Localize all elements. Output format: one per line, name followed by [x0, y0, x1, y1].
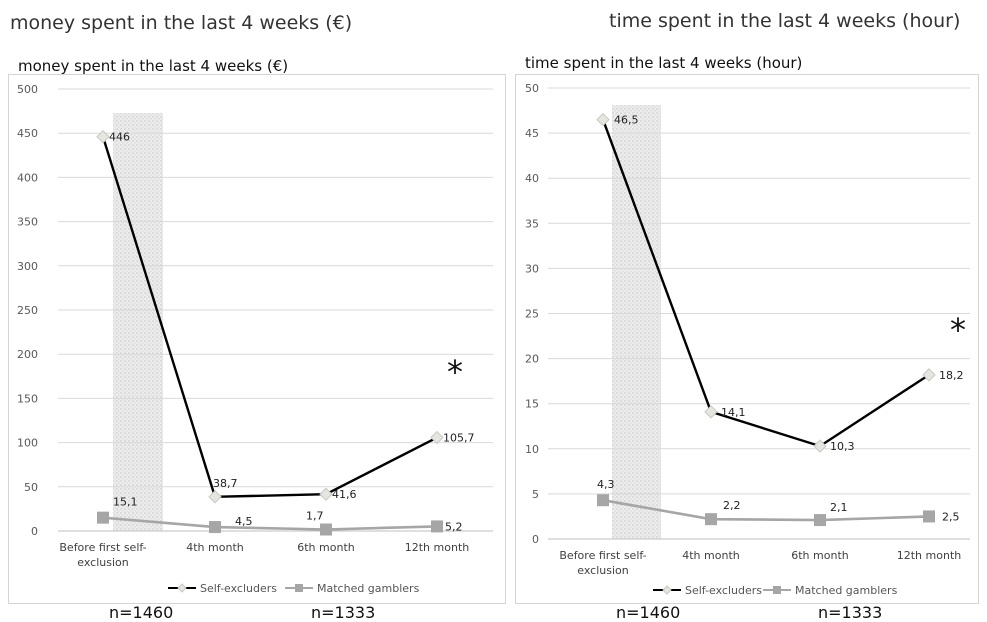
self-excluders-line — [101, 136, 438, 499]
sample-size-label: n=1460 — [616, 603, 681, 622]
matched-gamblers-point — [923, 510, 935, 523]
sample-size-label: n=1333 — [311, 603, 376, 622]
y-tick-label: 100 — [17, 437, 38, 450]
y-tick-label: 0 — [31, 525, 38, 538]
y-tick-label: 200 — [17, 348, 38, 361]
shaded-band — [113, 113, 163, 531]
time-chart-frame — [515, 74, 979, 604]
y-tick-label: 400 — [17, 171, 38, 184]
x-category-label: 12th month — [405, 541, 470, 554]
self-excluders-point — [596, 112, 610, 127]
self-excluders-point — [96, 130, 110, 144]
matched-gamblers-point — [814, 514, 826, 527]
self-excluders-data-label: 105,7 — [443, 432, 475, 445]
legend-diamond-marker — [662, 585, 672, 595]
x-category-label: 4th month — [186, 541, 244, 554]
y-tick-label: 40 — [525, 172, 539, 185]
money-chart-title: money spent in the last 4 weeks (€) — [18, 57, 289, 75]
y-tick-label: 250 — [17, 304, 38, 317]
matched-gamblers-data-label: 5,2 — [445, 520, 463, 533]
y-tick-label: 350 — [17, 216, 38, 229]
y-tick-label: 50 — [525, 82, 539, 95]
matched-gamblers-point — [431, 520, 443, 533]
y-tick-label: 50 — [24, 481, 38, 494]
right-figure-heading: time spent in the last 4 weeks (hour) — [609, 10, 961, 32]
shaded-band — [612, 105, 661, 539]
x-category-label: 6th month — [791, 549, 849, 562]
self-excluders-line — [601, 119, 930, 448]
self-excluders-point — [208, 490, 222, 504]
y-tick-label: 0 — [532, 533, 539, 546]
x-category-label: Before first self-exclusion — [559, 549, 646, 577]
y-tick-label: 30 — [525, 262, 539, 275]
x-category-label: Before first self-exclusion — [59, 541, 146, 569]
self-excluders-point — [319, 487, 333, 501]
y-tick-label: 10 — [525, 443, 539, 456]
sample-size-label: n=1333 — [818, 603, 883, 622]
self-excluders-point — [922, 368, 936, 382]
self-excluders-point — [813, 439, 827, 453]
self-excluders-point — [430, 430, 444, 445]
y-tick-label: 20 — [525, 353, 539, 366]
y-tick-label: 500 — [17, 83, 38, 96]
y-tick-label: 35 — [525, 217, 539, 230]
y-tick-label: 300 — [17, 260, 38, 273]
matched-gamblers-point — [320, 523, 332, 536]
y-tick-label: 450 — [17, 127, 38, 140]
matched-gamblers-data-label: 4,5 — [235, 515, 253, 528]
time-chart-title: time spent in the last 4 weeks (hour) — [525, 54, 803, 72]
self-excluders-data-label: 446 — [109, 131, 130, 144]
matched-gamblers-line — [602, 498, 930, 522]
x-category-label: 12th month — [897, 549, 962, 562]
y-tick-label: 25 — [525, 308, 539, 321]
left-figure-heading: money spent in the last 4 weeks (€) — [10, 12, 353, 34]
x-category-label: 6th month — [297, 541, 355, 554]
matched-gamblers-data-label: 2,2 — [723, 499, 741, 512]
self-excluders-data-label: 14,1 — [721, 406, 746, 419]
y-tick-label: 15 — [525, 398, 539, 411]
y-tick-label: 5 — [532, 488, 539, 501]
matched-gamblers-point — [209, 521, 221, 534]
matched-gamblers-data-label: 1,7 — [306, 509, 324, 522]
legend-square-marker — [773, 586, 781, 594]
money-chart-frame — [8, 74, 506, 604]
self-excluders-point — [704, 405, 718, 419]
y-tick-label: 45 — [525, 127, 539, 140]
matched-gamblers-data-label: 2,5 — [942, 510, 960, 523]
matched-gamblers-point — [97, 511, 109, 524]
legend-matched-gamblers-label: Matched gamblers — [795, 584, 898, 597]
x-category-label: 4th month — [682, 549, 740, 562]
legend-square-marker — [295, 584, 303, 592]
self-excluders-data-label: 10,3 — [830, 440, 855, 453]
self-excluders-data-label: 46,5 — [614, 114, 639, 127]
significance-asterisk: * — [447, 353, 463, 391]
legend-self-excluders-label: Self-excluders — [200, 582, 277, 595]
matched-gamblers-data-label: 15,1 — [113, 496, 138, 509]
matched-gamblers-point — [597, 494, 609, 507]
matched-gamblers-line — [102, 516, 438, 531]
self-excluders-data-label: 41,6 — [332, 488, 357, 501]
matched-gamblers-point — [705, 513, 717, 526]
y-tick-label: 150 — [17, 392, 38, 405]
legend-diamond-marker — [177, 583, 187, 593]
sample-size-label: n=1460 — [109, 603, 174, 622]
legend-self-excluders-label: Self-excluders — [685, 584, 762, 597]
significance-asterisk: * — [950, 311, 966, 349]
self-excluders-data-label: 18,2 — [939, 369, 964, 382]
legend-matched-gamblers-label: Matched gamblers — [317, 582, 420, 595]
matched-gamblers-data-label: 2,1 — [830, 501, 848, 514]
matched-gamblers-data-label: 4,3 — [597, 478, 615, 491]
self-excluders-data-label: 38,7 — [213, 477, 238, 490]
